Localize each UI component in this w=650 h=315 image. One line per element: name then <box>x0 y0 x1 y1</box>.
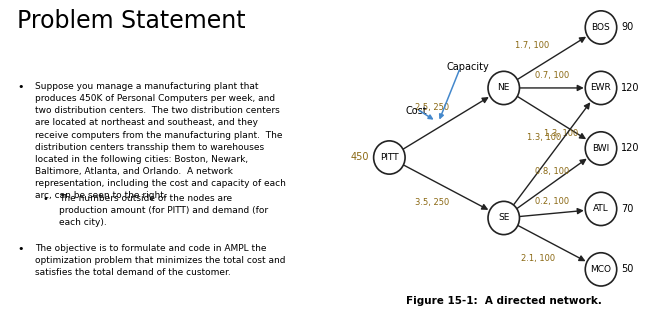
Circle shape <box>488 201 519 235</box>
Text: ATL: ATL <box>593 204 609 213</box>
Text: Suppose you manage a manufacturing plant that
produces 450K of Personal Computer: Suppose you manage a manufacturing plant… <box>35 82 286 200</box>
Circle shape <box>585 192 617 226</box>
Text: Capacity: Capacity <box>447 62 489 72</box>
Text: The numbers outside of the nodes are
production amount (for PITT) and demand (fo: The numbers outside of the nodes are pro… <box>58 194 268 227</box>
Text: •: • <box>18 244 24 254</box>
Text: 120: 120 <box>621 143 640 153</box>
Text: 120: 120 <box>621 83 640 93</box>
Text: Problem Statement: Problem Statement <box>18 9 246 33</box>
Text: Figure 15-1:  A directed network.: Figure 15-1: A directed network. <box>406 296 602 306</box>
Text: 70: 70 <box>621 204 633 214</box>
Text: 1.3, 100: 1.3, 100 <box>544 129 578 138</box>
Text: 50: 50 <box>621 264 633 274</box>
Text: 3.5, 250: 3.5, 250 <box>415 198 449 207</box>
Text: PITT: PITT <box>380 153 398 162</box>
Text: 0.2, 100: 0.2, 100 <box>536 197 569 206</box>
Text: MCO: MCO <box>590 265 612 274</box>
Circle shape <box>374 141 405 174</box>
Text: NE: NE <box>497 83 510 92</box>
Text: •: • <box>43 194 49 204</box>
Text: •: • <box>18 82 24 92</box>
Circle shape <box>585 71 617 105</box>
Text: 1.3, 100: 1.3, 100 <box>526 133 561 142</box>
Text: SE: SE <box>498 214 510 222</box>
Text: BOS: BOS <box>592 23 610 32</box>
Circle shape <box>488 71 519 105</box>
Circle shape <box>585 253 617 286</box>
Text: 90: 90 <box>621 22 633 32</box>
Text: The objective is to formulate and code in AMPL the
optimization problem that min: The objective is to formulate and code i… <box>35 244 286 278</box>
Circle shape <box>585 132 617 165</box>
Text: 0.7, 100: 0.7, 100 <box>535 72 569 80</box>
Text: 2.1, 100: 2.1, 100 <box>521 254 555 263</box>
Text: 0.8, 100: 0.8, 100 <box>535 167 569 175</box>
Text: Cost: Cost <box>405 106 426 116</box>
Circle shape <box>585 11 617 44</box>
Text: 2.5, 250: 2.5, 250 <box>415 103 449 112</box>
Text: 450: 450 <box>351 152 369 163</box>
Text: EWR: EWR <box>591 83 612 92</box>
Text: 1.7, 100: 1.7, 100 <box>515 41 549 50</box>
Text: BWI: BWI <box>592 144 610 153</box>
